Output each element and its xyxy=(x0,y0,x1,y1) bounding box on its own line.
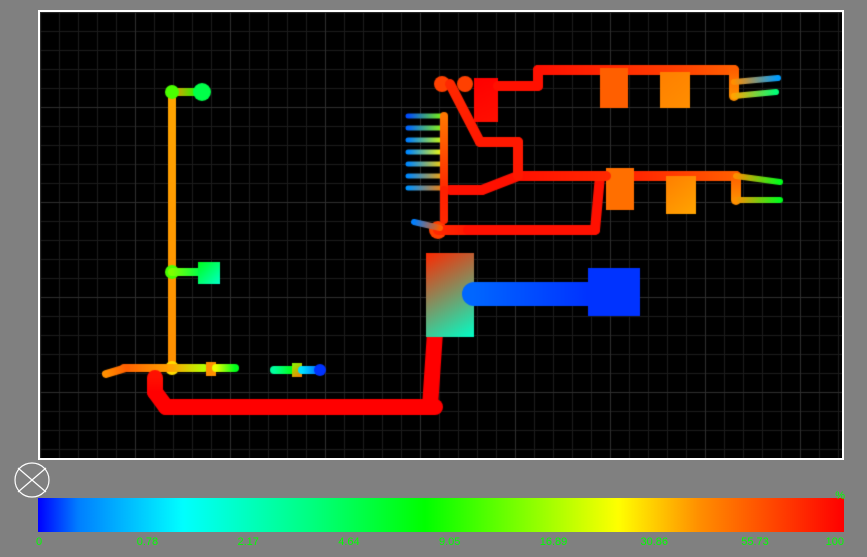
colorbar-tick: 0 xyxy=(36,536,42,548)
colorbar-tick: 100 xyxy=(826,536,844,548)
colorbar-tick: 0.78 xyxy=(137,536,158,548)
colorbar-tick: 55.73 xyxy=(741,536,769,548)
colorbar-tick: 30.86 xyxy=(641,536,669,548)
colorbar-unit: % xyxy=(835,490,845,502)
colorbar-tick: 2.17 xyxy=(238,536,259,548)
colorbar-ticks: 0 0.78 2.17 4.64 9.05 16.89 30.86 55.73 100 xyxy=(38,536,844,554)
colorbar-tick: 16.89 xyxy=(540,536,568,548)
heatmap-net xyxy=(40,12,842,458)
heatmap-plot xyxy=(38,10,844,460)
colorbar-tick: 9.05 xyxy=(439,536,460,548)
colorbar-tick: 4.64 xyxy=(338,536,359,548)
orientation-compass-icon xyxy=(12,460,52,500)
colorbar xyxy=(38,498,844,532)
